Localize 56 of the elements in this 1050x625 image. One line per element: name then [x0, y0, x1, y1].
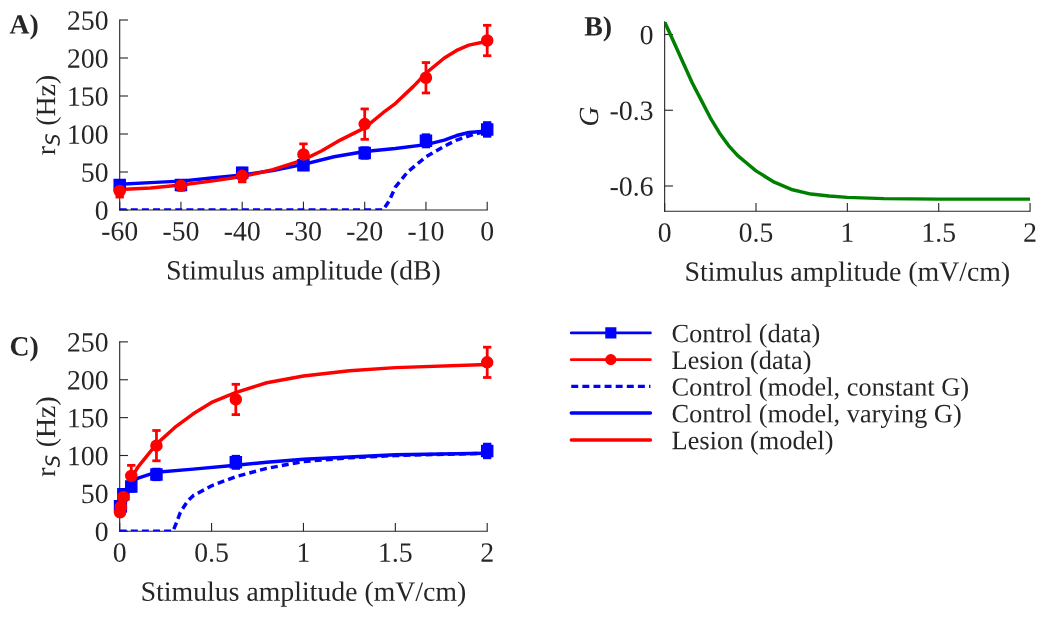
y-tick-label: 200 [68, 370, 108, 390]
legend-label: Lesion (model) [672, 430, 833, 455]
x-tick-label: -10 [408, 221, 444, 241]
x-tick-label: 1 [842, 223, 853, 242]
y-tick-label: 150 [69, 87, 108, 106]
x-tick-label: -50 [163, 221, 199, 241]
point [125, 469, 138, 483]
x-tick-label: -30 [285, 221, 321, 241]
x-tick-label: 0.5 [739, 223, 773, 243]
x-tick-label: 0 [113, 543, 126, 562]
x-tick-label: 2 [1024, 223, 1036, 242]
y-tick-label: 0 [95, 522, 108, 542]
y-axis-title: r$_{S}$ (Hz) [35, 76, 61, 155]
legend-label: Control (data) [672, 323, 820, 348]
y-tick-label: 100 [69, 125, 108, 144]
chart-title: C) [10, 336, 38, 362]
legend-label: Control (model, constant G) [672, 377, 968, 402]
y-axis-title: r$_{S}$ (Hz) [35, 397, 61, 477]
y-tick-label: -0.6 [610, 177, 653, 197]
point [113, 184, 126, 198]
point [229, 393, 243, 406]
x-tick-label: 1.5 [923, 223, 955, 243]
y-tick-label: 250 [68, 333, 108, 352]
chart-title: B) [584, 16, 611, 42]
y-tick-label: -0.3 [610, 101, 653, 121]
y-axis-title: G [579, 107, 599, 126]
y-tick-label: 50 [82, 163, 108, 182]
point [297, 148, 310, 161]
chart-title: A) [9, 14, 38, 40]
y-tick-label: 50 [82, 484, 108, 504]
x-tick-label: 1 [298, 543, 309, 562]
y-tick-label: 0 [95, 201, 108, 220]
x-axis-title: Stimulus amplitude (mV/cm) [142, 581, 466, 607]
y-tick-label: 0 [640, 25, 653, 45]
y-tick-label: 200 [68, 49, 108, 68]
point [480, 34, 494, 47]
y-tick-label: 100 [69, 446, 108, 466]
x-tick-label: -40 [224, 221, 260, 241]
x-tick-label: -20 [347, 221, 383, 241]
legend-label: Control (model, varying G) [672, 404, 961, 429]
point [480, 356, 494, 369]
point [150, 439, 163, 452]
y-tick-label: 150 [69, 408, 108, 428]
x-tick-label: 0.5 [195, 543, 228, 563]
x-tick-label: 0 [658, 223, 671, 242]
x-axis-title: Stimulus amplitude (mV/cm) [686, 261, 1009, 287]
point [419, 71, 433, 85]
y-tick-label: 250 [68, 11, 108, 30]
x-axis-title: Stimulus amplitude (dB) [167, 260, 440, 286]
line-series [664, 21, 1031, 201]
x-tick-label: 1.5 [380, 543, 412, 563]
point [358, 117, 371, 131]
x-tick-label: 0 [481, 221, 494, 241]
legend-label: Lesion (data) [672, 350, 811, 375]
x-tick-label: 2 [481, 543, 493, 562]
x-tick-label: -60 [102, 221, 138, 241]
